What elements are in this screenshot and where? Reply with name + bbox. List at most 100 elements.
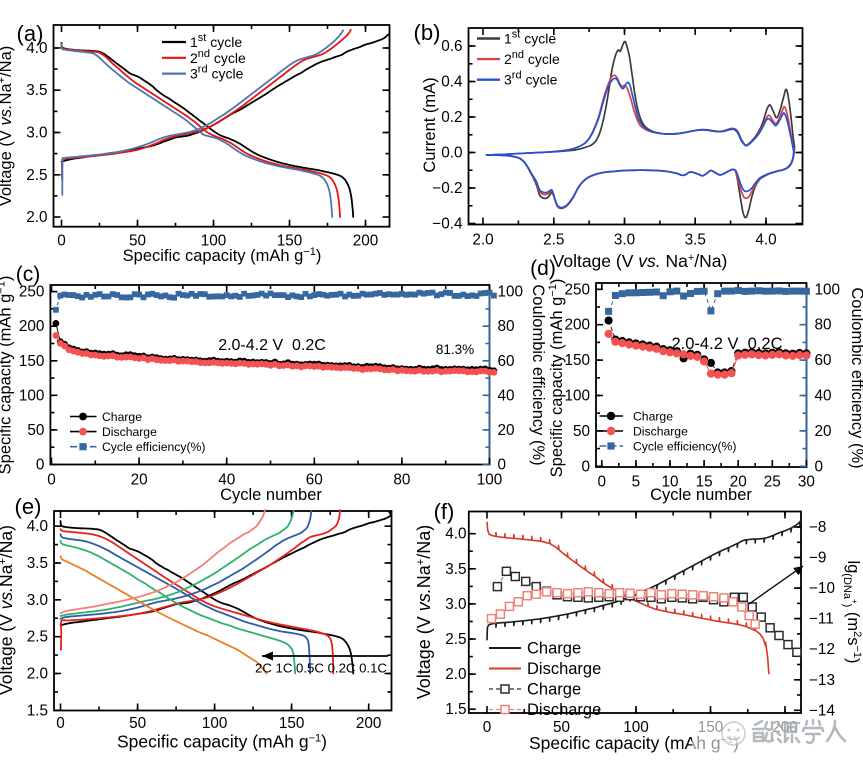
- svg-text:Current (mA): Current (mA): [421, 77, 439, 172]
- svg-text:0.0: 0.0: [441, 145, 462, 162]
- svg-text:Coulombic efficiency (%): Coulombic efficiency (%): [848, 287, 863, 468]
- svg-text:2.0: 2.0: [26, 209, 47, 226]
- svg-text:150: 150: [19, 353, 45, 370]
- svg-text:1.5: 1.5: [445, 701, 466, 718]
- svg-text:−8: −8: [809, 519, 826, 536]
- svg-text:100: 100: [477, 472, 503, 489]
- svg-text:0: 0: [815, 458, 824, 475]
- svg-text:3.5: 3.5: [27, 555, 48, 572]
- svg-text:2.0-4.2 V 0.2C: 2.0-4.2 V 0.2C: [672, 335, 783, 353]
- svg-text:Voltage (V vs.Na+/Na): Voltage (V vs.Na+/Na): [414, 525, 434, 700]
- svg-text:50: 50: [553, 719, 570, 736]
- svg-text:50: 50: [573, 423, 590, 440]
- svg-text:2.0-4.2 V 0.2C: 2.0-4.2 V 0.2C: [218, 337, 326, 354]
- svg-text:0.2: 0.2: [441, 109, 462, 126]
- svg-text:Discharge: Discharge: [527, 701, 601, 719]
- svg-text:200: 200: [564, 317, 590, 334]
- svg-text:250: 250: [564, 281, 590, 298]
- svg-text:1st cycle: 1st cycle: [504, 29, 556, 47]
- svg-text:0: 0: [36, 457, 45, 474]
- svg-text:Coulombic efficiency (%): Coulombic efficiency (%): [529, 284, 547, 465]
- svg-text:Cycle efficiency(%): Cycle efficiency(%): [633, 440, 736, 454]
- svg-text:(b): (b): [414, 20, 441, 45]
- svg-text:60: 60: [815, 352, 832, 369]
- svg-text:2.0: 2.0: [472, 232, 493, 249]
- svg-text:2.0: 2.0: [27, 666, 48, 683]
- svg-text:Discharge: Discharge: [102, 425, 157, 439]
- svg-text:20: 20: [730, 474, 747, 491]
- svg-text:10: 10: [661, 474, 678, 491]
- svg-text:50: 50: [27, 422, 44, 439]
- svg-text:3rd cycle: 3rd cycle: [504, 70, 558, 88]
- svg-text:3.0: 3.0: [445, 596, 466, 613]
- svg-text:3.0: 3.0: [27, 592, 48, 609]
- svg-text:−12: −12: [809, 641, 835, 658]
- svg-text:50: 50: [129, 233, 146, 250]
- svg-text:Cycle efficiency(%): Cycle efficiency(%): [102, 440, 205, 454]
- svg-text:Cycle number: Cycle number: [650, 486, 752, 504]
- svg-text:Voltage (V vs.Na+/Na): Voltage (V vs.Na+/Na): [0, 525, 16, 695]
- svg-text:5: 5: [632, 474, 641, 491]
- svg-text:100: 100: [202, 715, 228, 732]
- svg-text:Charge: Charge: [527, 640, 581, 658]
- svg-text:3.5: 3.5: [685, 232, 706, 249]
- svg-text:2.0: 2.0: [445, 666, 466, 683]
- svg-text:150: 150: [279, 715, 305, 732]
- svg-text:60: 60: [306, 472, 323, 489]
- svg-text:−11: −11: [809, 611, 834, 628]
- svg-text:Voltage (V vs.Na+/Na): Voltage (V vs.Na+/Na): [0, 46, 15, 207]
- svg-text:2C 1C 0.5C 0.2C 0.1C: 2C 1C 0.5C 0.2C 0.1C: [255, 661, 387, 676]
- svg-text:3rd cycle: 3rd cycle: [190, 64, 244, 82]
- svg-text:(a): (a): [17, 21, 44, 46]
- svg-text:0: 0: [56, 715, 65, 732]
- svg-text:0: 0: [581, 458, 590, 475]
- svg-text:100: 100: [19, 387, 45, 404]
- svg-text:200: 200: [353, 233, 379, 250]
- svg-text:−0.2: −0.2: [432, 180, 462, 197]
- svg-text:3.5: 3.5: [26, 82, 47, 99]
- svg-text:1.5: 1.5: [27, 702, 48, 719]
- svg-text:200: 200: [19, 318, 45, 335]
- svg-text:250: 250: [19, 284, 45, 301]
- svg-text:2.5: 2.5: [26, 167, 47, 184]
- svg-text:2nd cycle: 2nd cycle: [504, 49, 560, 67]
- svg-text:lg(DNa+) (m2s−1): lg(DNa+) (m2s−1): [841, 560, 863, 663]
- svg-text:0.4: 0.4: [441, 74, 463, 91]
- svg-text:150: 150: [277, 233, 303, 250]
- svg-text:0: 0: [498, 457, 507, 474]
- svg-text:3.5: 3.5: [445, 561, 466, 578]
- svg-text:100: 100: [623, 719, 649, 736]
- svg-text:30: 30: [798, 474, 815, 491]
- svg-text:(c): (c): [16, 263, 41, 286]
- svg-text:81.3%: 81.3%: [436, 342, 474, 357]
- svg-text:100: 100: [815, 281, 841, 298]
- svg-text:50: 50: [129, 715, 146, 732]
- svg-text:−9: −9: [809, 550, 826, 567]
- svg-text:−10: −10: [809, 580, 835, 597]
- svg-text:4.0: 4.0: [27, 518, 48, 535]
- svg-text:Specific capacity (mAh g−1): Specific capacity (mAh g−1): [117, 732, 327, 752]
- svg-text:Voltage (V vs. Na+/Na): Voltage (V vs. Na+/Na): [553, 251, 728, 271]
- svg-text:(e): (e): [15, 494, 42, 519]
- svg-text:40: 40: [815, 388, 832, 405]
- svg-text:20: 20: [498, 422, 515, 439]
- svg-text:0: 0: [57, 233, 66, 250]
- svg-text:Specific capacity (mAh g−1): Specific capacity (mAh g−1): [547, 279, 566, 478]
- svg-text:3.0: 3.0: [26, 125, 47, 142]
- svg-text:−13: −13: [809, 672, 835, 689]
- svg-text:(d): (d): [530, 257, 556, 280]
- svg-text:80: 80: [393, 472, 410, 489]
- svg-text:2.5: 2.5: [445, 631, 466, 648]
- svg-text:Charge: Charge: [633, 410, 673, 424]
- svg-text:40: 40: [218, 472, 235, 489]
- svg-text:100: 100: [564, 388, 590, 405]
- svg-text:15: 15: [696, 474, 713, 491]
- svg-text:4.0: 4.0: [26, 40, 47, 57]
- svg-text:4.0: 4.0: [755, 232, 776, 249]
- svg-text:0.6: 0.6: [441, 38, 462, 55]
- svg-text:Specific capacity (mAh g−1): Specific capacity (mAh g−1): [123, 246, 322, 265]
- svg-text:80: 80: [498, 318, 515, 335]
- svg-text:4.0: 4.0: [445, 526, 466, 543]
- svg-text:Cycle number: Cycle number: [220, 486, 322, 504]
- svg-text:Discharge: Discharge: [527, 660, 601, 678]
